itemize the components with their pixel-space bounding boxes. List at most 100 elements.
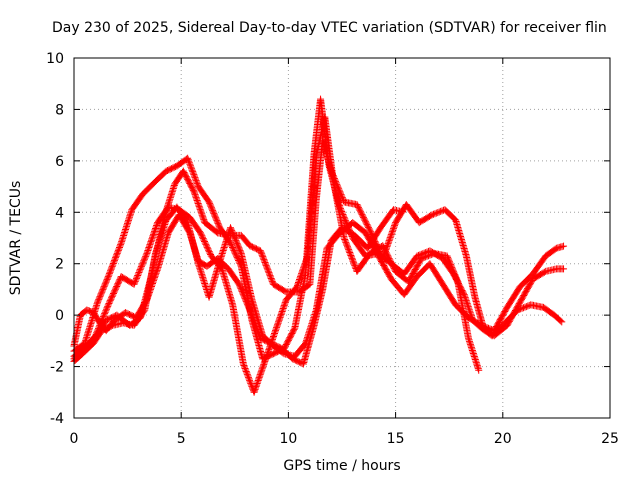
data-point bbox=[145, 242, 153, 250]
data-point bbox=[449, 266, 457, 274]
data-point bbox=[254, 377, 262, 385]
data-point bbox=[105, 271, 113, 279]
data-point bbox=[426, 251, 434, 259]
y-tick-label: 6 bbox=[55, 154, 64, 170]
data-point bbox=[429, 210, 437, 218]
data-point bbox=[250, 316, 258, 324]
data-point bbox=[242, 296, 250, 304]
data-point bbox=[239, 290, 247, 298]
data-point bbox=[248, 312, 256, 320]
data-point bbox=[387, 232, 395, 240]
x-tick-label: 20 bbox=[494, 431, 512, 447]
data-point bbox=[350, 259, 358, 267]
data-point bbox=[296, 274, 304, 282]
data-point bbox=[148, 281, 156, 289]
data-point bbox=[263, 263, 271, 271]
data-point bbox=[261, 258, 269, 266]
data-point bbox=[264, 347, 272, 355]
x-tick-label: 5 bbox=[177, 431, 186, 447]
data-point bbox=[100, 284, 108, 292]
data-point bbox=[146, 239, 154, 247]
data-point bbox=[300, 262, 308, 270]
data-point bbox=[358, 211, 366, 219]
data-point bbox=[359, 213, 367, 221]
data-point bbox=[209, 208, 217, 216]
data-point bbox=[279, 305, 287, 313]
data-point bbox=[227, 224, 235, 232]
data-point bbox=[194, 199, 202, 207]
data-point bbox=[279, 306, 287, 314]
data-point bbox=[231, 249, 239, 257]
data-point bbox=[453, 276, 461, 284]
data-point bbox=[416, 251, 424, 259]
data-point bbox=[152, 223, 160, 231]
data-point bbox=[252, 322, 260, 330]
data-point bbox=[244, 372, 252, 380]
data-point bbox=[102, 307, 110, 315]
data-point bbox=[130, 280, 138, 288]
data-point bbox=[255, 375, 263, 383]
data-point bbox=[197, 208, 205, 216]
data-point bbox=[260, 257, 268, 265]
data-point bbox=[151, 274, 159, 282]
data-point bbox=[251, 385, 259, 393]
data-point bbox=[558, 318, 566, 326]
data-point bbox=[357, 209, 365, 217]
data-point bbox=[263, 352, 271, 360]
data-point bbox=[387, 259, 395, 267]
data-point bbox=[341, 235, 349, 243]
data-point bbox=[274, 319, 282, 327]
data-point bbox=[254, 327, 262, 335]
data-point bbox=[207, 204, 215, 212]
data-points bbox=[70, 95, 568, 396]
data-point bbox=[252, 384, 260, 392]
data-point bbox=[189, 168, 197, 176]
data-point bbox=[266, 272, 274, 280]
data-point bbox=[255, 374, 263, 382]
data-point bbox=[249, 315, 257, 323]
data-point bbox=[259, 254, 267, 262]
data-point bbox=[466, 307, 474, 315]
data-point bbox=[138, 261, 146, 269]
data-point bbox=[145, 288, 153, 296]
data-point bbox=[234, 241, 242, 249]
data-point bbox=[382, 247, 390, 255]
data-point bbox=[241, 364, 249, 372]
data-point bbox=[389, 263, 397, 271]
data-point bbox=[344, 243, 351, 251]
data-point bbox=[262, 353, 270, 361]
data-point bbox=[213, 218, 221, 226]
data-point bbox=[236, 282, 244, 290]
data-point bbox=[148, 235, 156, 243]
data-point bbox=[260, 256, 268, 264]
data-point bbox=[268, 277, 276, 285]
data-point bbox=[104, 273, 112, 281]
data-point bbox=[95, 294, 103, 302]
data-point bbox=[243, 299, 251, 307]
data-point bbox=[190, 171, 198, 179]
data-point bbox=[299, 267, 307, 275]
data-point bbox=[212, 215, 220, 223]
series-track-4 bbox=[70, 203, 568, 365]
data-point bbox=[343, 241, 351, 249]
data-point bbox=[197, 230, 205, 238]
data-point bbox=[447, 262, 455, 270]
data-point bbox=[98, 288, 106, 296]
data-point bbox=[194, 198, 202, 206]
data-point bbox=[152, 269, 160, 277]
data-point bbox=[387, 257, 395, 265]
data-point bbox=[271, 328, 279, 336]
data-point bbox=[447, 261, 455, 269]
data-point bbox=[522, 303, 530, 311]
data-point bbox=[263, 350, 271, 358]
data-point bbox=[417, 255, 425, 263]
data-point bbox=[113, 251, 121, 259]
data-point bbox=[260, 360, 268, 368]
data-point bbox=[303, 253, 311, 261]
data-point bbox=[483, 324, 491, 332]
data-point bbox=[386, 235, 394, 243]
series-track-5 bbox=[70, 206, 407, 368]
data-point bbox=[257, 369, 265, 377]
data-point bbox=[258, 366, 266, 374]
data-point bbox=[278, 309, 286, 317]
